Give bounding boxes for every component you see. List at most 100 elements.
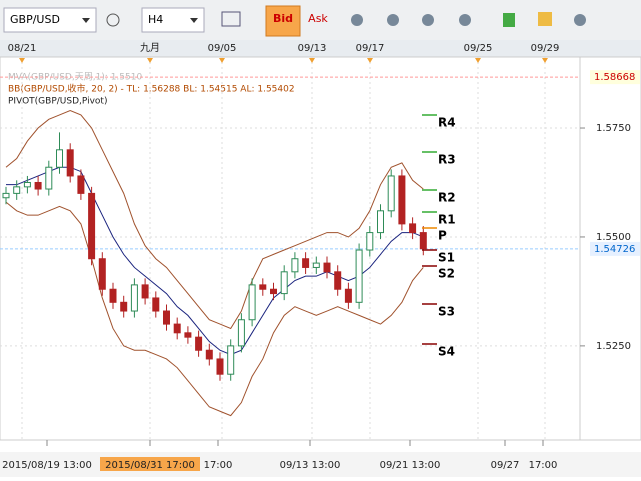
legend-bb: BB(GBP/USD,收市, 20, 2) - TL: 1.56288 BL: …: [8, 83, 295, 95]
pivot-label: R1: [438, 213, 456, 227]
icon[interactable]: [503, 13, 515, 27]
candle-body: [398, 175, 406, 225]
icon[interactable]: [538, 12, 552, 26]
candle-body: [152, 297, 160, 312]
toolbar-icons: [351, 12, 586, 27]
legend-pivot: PIVOT(GBP/USD,Pivot): [8, 97, 107, 107]
time-label: 2015/08/31 17:00: [105, 460, 195, 471]
icon[interactable]: [221, 11, 241, 27]
candle-body: [109, 288, 117, 303]
date-marker: [219, 58, 225, 63]
date-marker: [542, 58, 548, 63]
time-label: 17:00: [529, 460, 558, 471]
candle-body: [45, 166, 53, 190]
candle-body: [366, 232, 374, 251]
candle-body: [280, 271, 288, 295]
date-label: 09/17: [356, 43, 385, 54]
icon[interactable]: [106, 13, 120, 27]
price-label: 1.54726: [594, 244, 635, 255]
candle-body: [163, 310, 170, 325]
candle-body: [23, 181, 31, 188]
candle-body: [88, 192, 96, 260]
price-label: 1.58668: [594, 72, 635, 83]
candle-body: [270, 288, 277, 295]
candle-body: [419, 232, 427, 250]
candle-body: [13, 186, 21, 194]
symbol: GBP/USD: [10, 13, 60, 26]
bid: Bid: [273, 12, 293, 25]
date-marker: [367, 58, 373, 63]
pivot-label: S4: [438, 345, 455, 359]
candle-body: [377, 210, 384, 234]
y-tick-label: 1.5750: [596, 123, 631, 134]
candle-body: [141, 284, 149, 299]
date-label: 08/21: [8, 43, 37, 54]
candle-body: [302, 258, 310, 268]
candle-body: [216, 358, 224, 375]
date-label: 09/25: [464, 43, 493, 54]
candle-body: [120, 301, 128, 312]
bb-lower: [5, 201, 424, 417]
candle-body: [334, 271, 342, 290]
bid-button[interactable]: [265, 5, 301, 37]
time-label: 09/27: [491, 460, 520, 471]
pivot-label: R2: [438, 191, 456, 205]
candle-body: [34, 181, 42, 190]
date-label: 09/13: [298, 43, 327, 54]
candle-body: [237, 319, 245, 347]
time-label: 2015/08/19 13:00: [2, 460, 92, 471]
time-highlight: [100, 457, 200, 471]
date-label: 09/29: [531, 43, 560, 54]
pivot-label: S1: [438, 251, 455, 265]
icon[interactable]: [422, 14, 434, 26]
candle-body: [227, 345, 235, 375]
candle-body: [130, 284, 138, 312]
date-marker: [475, 58, 481, 63]
candle-body: [259, 284, 267, 290]
candle-body: [248, 284, 256, 321]
pivot-label: S2: [438, 267, 455, 281]
candle-body: [56, 149, 63, 168]
symbol-select[interactable]: [3, 7, 97, 33]
candle-body: [77, 175, 85, 194]
icon[interactable]: [351, 14, 363, 26]
pivot-label: S3: [438, 305, 455, 319]
pivot-label: P: [438, 229, 447, 243]
candle-body: [323, 262, 331, 273]
candle-body: [66, 149, 74, 177]
date-marker: [147, 58, 153, 63]
y-tick-label: 1.5500: [596, 232, 631, 243]
candle-body: [184, 332, 192, 338]
candle-body: [409, 223, 417, 234]
date-strip: [0, 40, 641, 57]
candle-body: [387, 175, 395, 212]
time-label: 09/21 13:00: [380, 460, 441, 471]
pivot-label: R3: [438, 153, 456, 167]
icon[interactable]: [459, 14, 471, 26]
candle-body: [98, 258, 106, 290]
date-label: 九月: [140, 42, 160, 54]
pivot-label: R4: [438, 116, 456, 130]
icon[interactable]: [387, 14, 399, 26]
icon[interactable]: [574, 14, 586, 26]
y-tick-label: 1.5250: [596, 341, 631, 352]
price-label-box: [590, 70, 640, 85]
candle-body: [355, 249, 363, 303]
price-label-box: [590, 241, 640, 256]
candle-body: [195, 336, 203, 351]
time-label: 09/13 13:00: [280, 460, 341, 471]
candle-body: [312, 262, 320, 268]
dropdown-arrow: [190, 18, 198, 23]
candle-body: [291, 258, 299, 273]
timeframe: H4: [148, 13, 163, 26]
candle-body: [344, 288, 352, 303]
ask[interactable]: Ask: [308, 12, 328, 25]
date-marker: [19, 58, 25, 63]
candle-body: [2, 192, 10, 199]
time-label: 17:00: [204, 460, 233, 471]
date-label: 09/05: [208, 43, 237, 54]
date-marker: [309, 58, 315, 63]
candle-body: [205, 349, 213, 360]
moving-average: [6, 166, 424, 356]
